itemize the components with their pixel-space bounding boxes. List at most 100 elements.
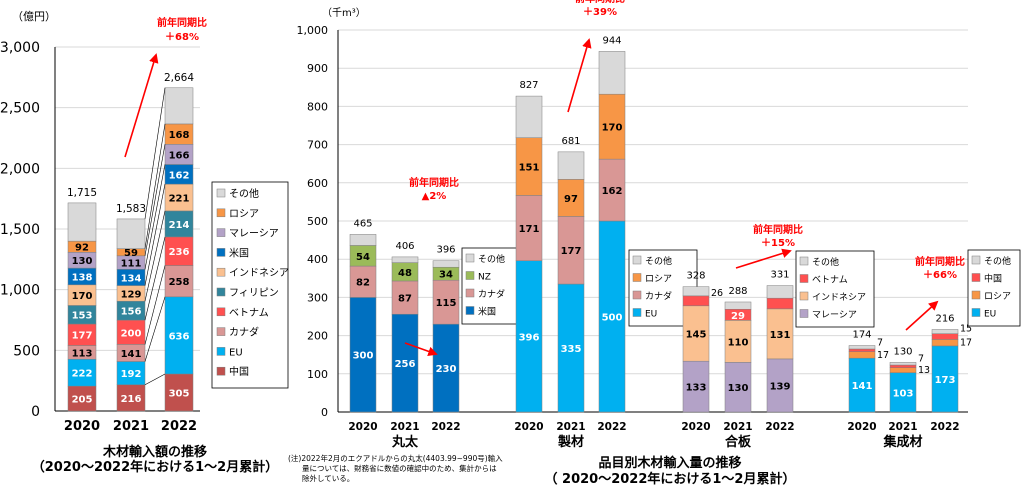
right-bar-segment — [598, 51, 626, 95]
right-bar-value-label: 130 — [728, 383, 749, 394]
right-bar-value-label: 170 — [602, 123, 623, 134]
right-bar-value-label: 115 — [436, 298, 457, 309]
left-bar-value-label: 216 — [121, 394, 142, 405]
right-bar-segment — [889, 362, 917, 366]
right-bar-segment — [349, 265, 377, 298]
right-ytick-label: 900 — [307, 62, 328, 75]
right-annotation-line2: ＋39% — [583, 6, 617, 18]
right-legend-swatch — [799, 274, 809, 283]
right-legend-label: その他 — [984, 255, 1011, 267]
right-group-label: 製材 — [557, 434, 584, 450]
left-legend-swatch — [216, 327, 226, 336]
left-ytick-label: 1,000 — [0, 283, 40, 299]
right-legend-swatch — [971, 273, 981, 282]
left-connector-line — [144, 296, 166, 362]
left-bar-segment — [67, 202, 97, 242]
right-legend-swatch — [465, 271, 475, 280]
left-ytick-label: 0 — [31, 404, 40, 420]
footnote-line1: (注)2022年2月のエクアドルからの丸太(4403.99~990号)輸入 — [288, 454, 503, 463]
right-legend-label: マレーシア — [812, 311, 857, 321]
left-bar-value-label: 111 — [121, 259, 142, 270]
right-ytick-label: 100 — [307, 368, 328, 381]
left-ytick-label: 2,000 — [0, 161, 40, 177]
right-bar-segment — [349, 297, 377, 413]
left-xtick-label: 2021 — [113, 419, 149, 434]
left-growth-arrow — [124, 53, 159, 158]
left-legend-label: ロシア — [229, 209, 259, 220]
left-connector-line — [144, 164, 166, 270]
left-legend-swatch — [216, 287, 226, 297]
right-xtick-label: 2022 — [431, 421, 460, 433]
right-bar-value-label: 230 — [436, 364, 457, 375]
right-legend-label: NZ — [478, 273, 491, 283]
right-legend-swatch — [632, 290, 642, 300]
right-legend-swatch — [632, 308, 642, 317]
left-bar-value-label: 205 — [72, 395, 93, 406]
left-bar-value-label: 138 — [72, 272, 93, 283]
right-bar-segment — [515, 95, 543, 138]
right-legend-label: インドネシア — [812, 292, 866, 303]
right-annotation-line2: ＋66% — [923, 269, 957, 281]
left-bar-segment — [67, 385, 97, 412]
right-bar-total-label: 331 — [770, 270, 789, 281]
right-bar-total-label: 827 — [519, 80, 538, 91]
left-connector-line — [144, 373, 166, 386]
right-bar-value-label: 87 — [398, 294, 412, 305]
right-annotation-line2: ＋15% — [761, 237, 795, 249]
right-bar-segment — [724, 320, 752, 363]
right-legend-swatch — [799, 256, 809, 266]
right-bar-value-label: 97 — [564, 194, 578, 205]
right-bar-value-label: 26 — [711, 288, 723, 299]
right-bar-value-label: 7 — [918, 353, 924, 364]
right-bar-segment — [889, 372, 917, 413]
right-ytick-label: 200 — [307, 330, 328, 343]
right-ytick-label: 600 — [307, 177, 328, 190]
right-bar-value-label: 256 — [395, 359, 416, 370]
right-bar-value-label: 335 — [561, 344, 582, 355]
right-ytick-label: 400 — [307, 253, 328, 266]
left-connector-line — [144, 265, 166, 345]
right-bar-value-label: 171 — [519, 224, 540, 235]
left-bar-total-label: 1,715 — [67, 187, 97, 199]
left-bar-segment — [164, 87, 194, 125]
left-legend-label: インドネシア — [229, 267, 289, 279]
left-bar-value-label: 305 — [169, 388, 190, 399]
left-bar-value-label: 222 — [72, 369, 93, 380]
left-legend-label: ベトナム — [229, 307, 269, 319]
right-ytick-label: 1,000 — [297, 24, 329, 37]
left-bar-segment — [164, 373, 194, 412]
right-bar-value-label: 54 — [356, 252, 370, 263]
right-bar-segment — [515, 137, 543, 196]
right-group-label: 合板 — [725, 434, 752, 450]
right-bar-segment — [557, 179, 585, 217]
footnote-line2: 量については、財務省に数値の確認中のため、集計からは — [302, 464, 497, 473]
right-xtick-label: 2020 — [348, 421, 377, 433]
right-bar-segment — [766, 297, 794, 310]
right-bar-segment — [557, 216, 585, 285]
footnote: (注)2022年2月のエクアドルからの丸太(4403.99~990号)輸入 量に… — [288, 454, 538, 484]
right-bar-segment — [557, 151, 585, 180]
left-bar-segment — [164, 210, 194, 238]
right-legend-swatch — [465, 253, 475, 263]
right-bar-value-label: 48 — [398, 268, 412, 279]
right-bar-segment — [931, 345, 959, 413]
right-bar-total-label: 174 — [852, 330, 871, 341]
right-ytick-label: 700 — [307, 139, 328, 152]
right-legend-swatch — [971, 308, 981, 317]
right-bar-segment — [848, 357, 876, 413]
left-ytick-label: 2,500 — [0, 101, 40, 117]
right-bar-segment — [598, 158, 626, 222]
right-bar-segment — [682, 286, 710, 297]
left-bar-segment — [116, 218, 146, 249]
left-bar-value-label: 141 — [121, 349, 142, 360]
left-connector-line — [144, 123, 166, 249]
right-bar-value-label: 300 — [353, 351, 374, 362]
right-legend-label: EU — [984, 310, 996, 320]
left-connector-line — [144, 144, 166, 256]
right-legend-swatch — [971, 290, 981, 300]
left-bar-value-label: 153 — [72, 311, 93, 322]
left-unit-label: （億円） — [12, 10, 56, 23]
left-xtick-label: 2020 — [64, 419, 100, 434]
